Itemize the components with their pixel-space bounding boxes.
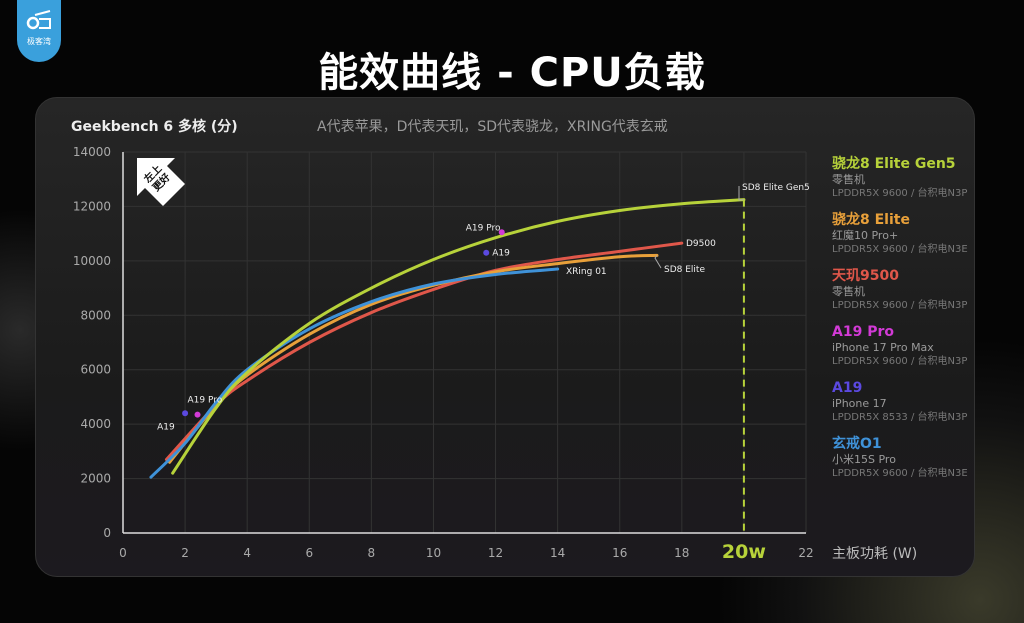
x-tick-label: 0	[119, 546, 127, 560]
x-tick-label: 10	[426, 546, 441, 560]
legend-name: 骁龙8 Elite Gen5	[832, 156, 956, 172]
top-left-better-badge	[137, 158, 185, 206]
legend-item: 骁龙8 Elite 红魔10 Pro+ LPDDR5X 9600 / 台积电N3E	[832, 212, 982, 268]
legend-device: 红魔10 Pro+	[832, 229, 899, 242]
x-tick-label: 22	[798, 546, 813, 560]
x-axis-title: 主板功耗 (W)	[832, 546, 918, 562]
logo: 极客湾	[17, 0, 61, 62]
legend-name: A19 Pro	[832, 324, 894, 340]
legend-item: 骁龙8 Elite Gen5 零售机 LPDDR5X 9600 / 台积电N3P	[832, 156, 982, 212]
x-tick-label: 16	[612, 546, 627, 560]
x-tick-label: 20w	[722, 541, 766, 563]
y-tick-label: 4000	[80, 417, 111, 431]
legend-item: 天玑9500 零售机 LPDDR5X 9600 / 台积电N3P	[832, 268, 982, 324]
data-point-a19	[182, 410, 189, 417]
y-tick-label: 8000	[80, 308, 111, 322]
legend-item: A19 Pro iPhone 17 Pro Max LPDDR5X 9600 / 台…	[832, 324, 982, 380]
x-tick-label: 18	[674, 546, 689, 560]
legend-memory: LPDDR5X 9600 / 台积电N3P	[832, 188, 968, 199]
y-tick-label: 10000	[73, 254, 111, 268]
y-tick-label: 0	[103, 526, 111, 540]
chart-panel	[35, 97, 975, 577]
legend: 骁龙8 Elite Gen5 零售机 LPDDR5X 9600 / 台积电N3P 骁龙…	[832, 156, 982, 492]
legend-device: 零售机	[832, 285, 865, 298]
legend-memory: LPDDR5X 9600 / 台积电N3E	[832, 468, 968, 479]
legend-name: 骁龙8 Elite	[832, 212, 910, 228]
legend-device: 零售机	[832, 173, 865, 186]
x-tick-label: 8	[368, 546, 376, 560]
legend-device: iPhone 17	[832, 397, 887, 410]
y-tick-label: 14000	[73, 145, 111, 159]
legend-name: 天玑9500	[832, 268, 899, 284]
logo-icon	[26, 10, 51, 30]
data-point-a19	[483, 249, 490, 256]
data-point-a19-pro	[194, 411, 201, 418]
y-tick-label: 2000	[80, 472, 111, 486]
series-line-d9500	[164, 241, 684, 462]
data-point-label: A19	[492, 249, 510, 259]
legend-memory: LPDDR5X 9600 / 台积电N3E	[832, 244, 968, 255]
legend-device: 小米15S Pro	[832, 453, 896, 466]
x-tick-label: 12	[488, 546, 503, 560]
logo-text: 极客湾	[27, 37, 51, 46]
x-tick-label: 6	[305, 546, 313, 560]
legend-device: iPhone 17 Pro Max	[832, 341, 934, 354]
data-point-label: A19 Pro	[188, 396, 223, 406]
data-point-label: A19 Pro	[466, 223, 501, 233]
x-tick-label: 2	[181, 546, 189, 560]
series-label: XRing 01	[566, 267, 607, 277]
series-label: SD8 Elite	[664, 265, 705, 275]
series-line-xring-01	[149, 267, 560, 479]
arrow-badge-icon	[137, 158, 185, 206]
series-line-sd8-elite	[168, 253, 659, 464]
legend-name: 玄戒O1	[832, 436, 882, 452]
legend-memory: LPDDR5X 9600 / 台积电N3P	[832, 300, 968, 311]
legend-memory: LPDDR5X 9600 / 台积电N3P	[832, 356, 968, 367]
y-tick-label: 12000	[73, 199, 111, 213]
y-axis-title: Geekbench 6 多核 (分)	[71, 119, 238, 135]
leader-line	[738, 186, 744, 201]
leader-line	[654, 255, 662, 269]
x-tick-label: 4	[243, 546, 251, 560]
legend-memory: LPDDR5X 8533 / 台积电N3P	[832, 412, 968, 423]
series-line-sd8-elite-gen5	[171, 198, 746, 475]
legend-name: A19	[832, 380, 863, 396]
series-label: SD8 Elite Gen5	[742, 183, 810, 193]
y-tick-label: 6000	[80, 363, 111, 377]
chart-note: A代表苹果，D代表天玑，SD代表骁龙，XRING代表玄戒	[317, 119, 668, 135]
series-label: D9500	[686, 239, 716, 249]
x-tick-label: 14	[550, 546, 565, 560]
page-title: 能效曲线 - CPU负载	[318, 50, 706, 96]
data-point-a19-pro	[498, 229, 505, 236]
data-point-label: A19	[157, 422, 175, 432]
legend-item: 玄戒O1 小米15S Pro LPDDR5X 9600 / 台积电N3E	[832, 436, 982, 492]
legend-item: A19 iPhone 17 LPDDR5X 8533 / 台积电N3P	[832, 380, 982, 436]
